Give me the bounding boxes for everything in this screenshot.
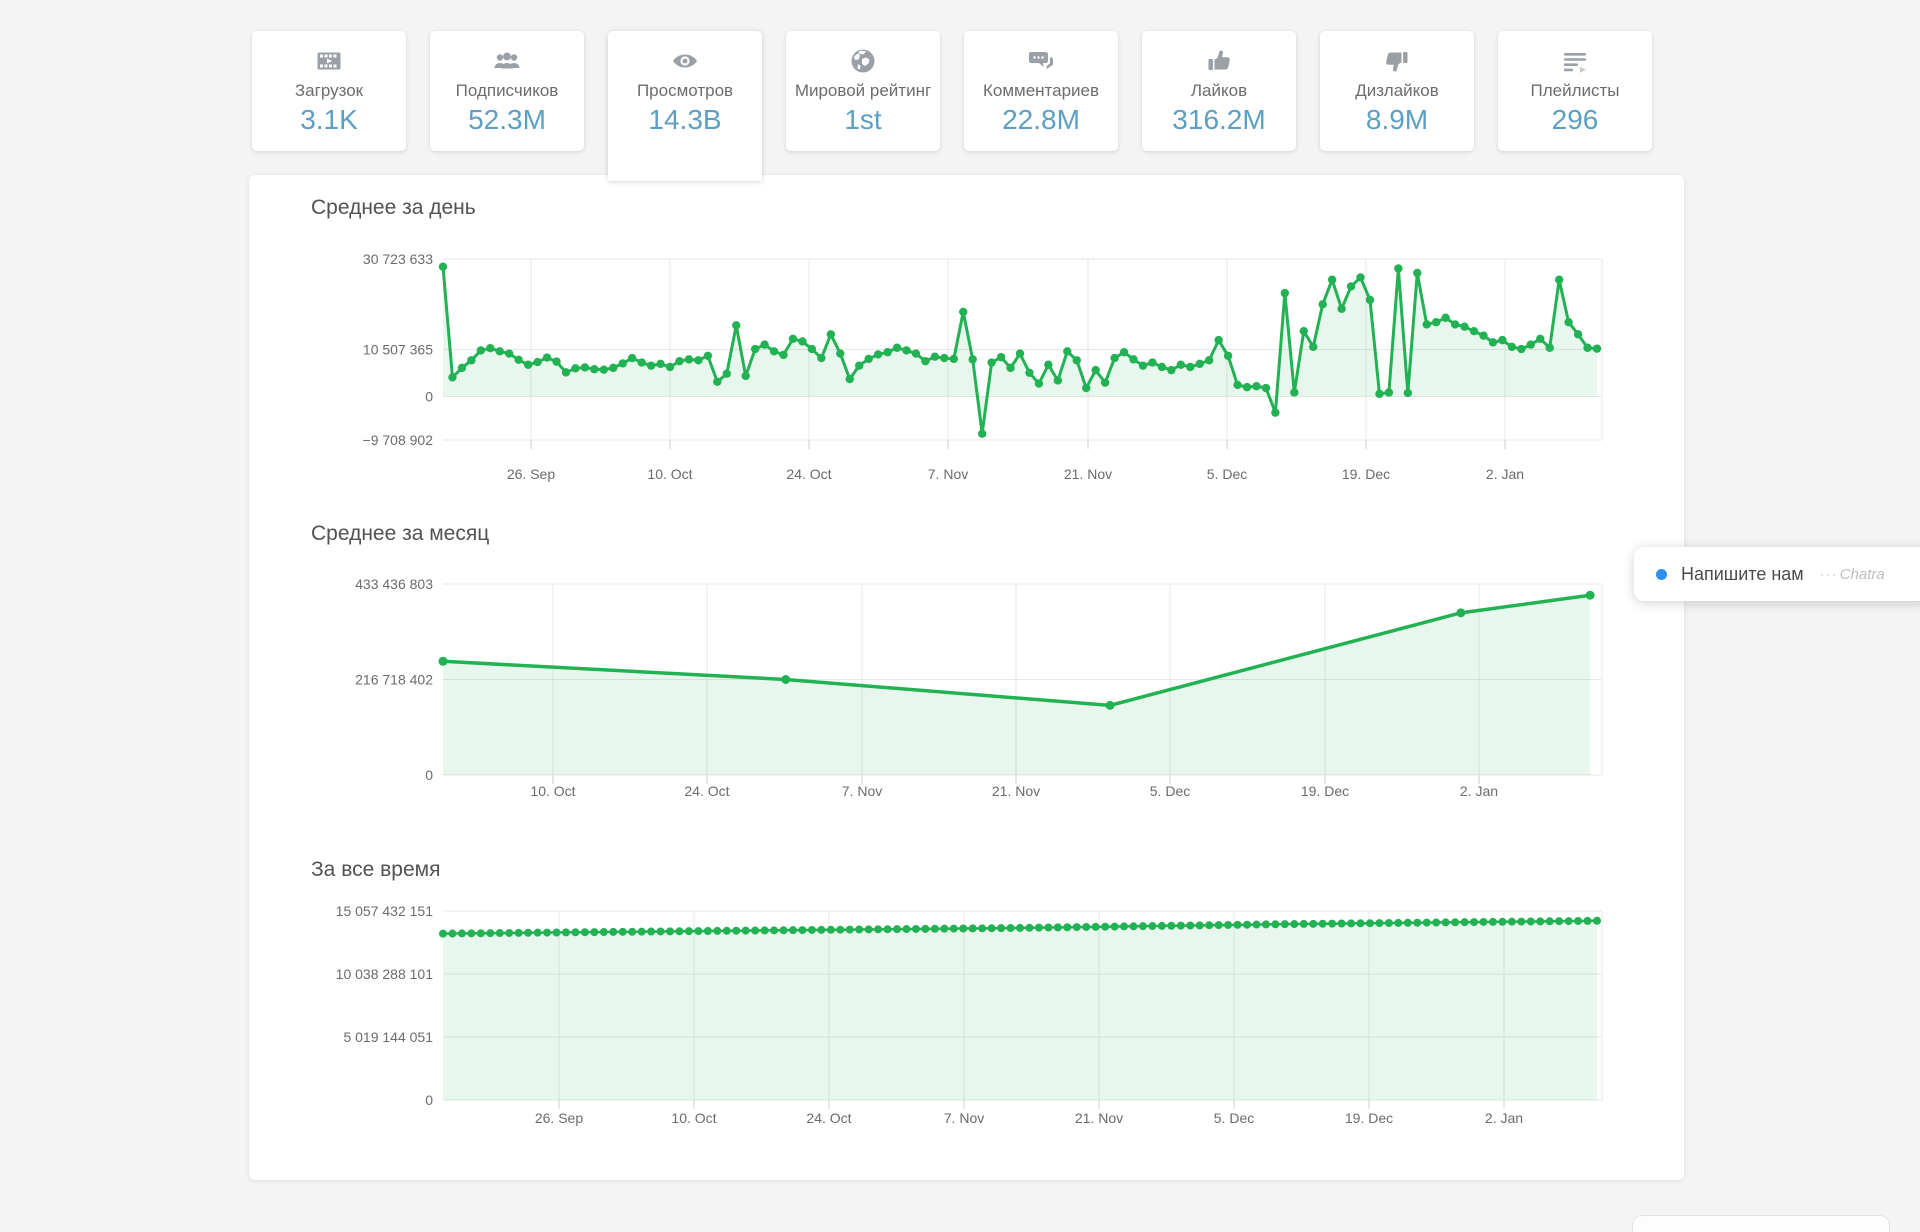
tab-uploads[interactable]: Загрузок 3.1K <box>252 31 406 151</box>
svg-text:24. Oct: 24. Oct <box>684 783 729 799</box>
svg-text:2. Jan: 2. Jan <box>1485 1110 1523 1126</box>
chatra-brand-label: ··· Chatra <box>1820 566 1885 583</box>
svg-text:10 507 365: 10 507 365 <box>363 342 433 358</box>
svg-text:10. Oct: 10. Oct <box>671 1110 716 1126</box>
film-icon <box>315 46 343 76</box>
chatra-dots-icon: ··· <box>1819 565 1838 583</box>
svg-text:433 436 803: 433 436 803 <box>355 576 433 592</box>
comments-icon <box>1027 46 1055 76</box>
svg-text:5 019 144 051: 5 019 144 051 <box>343 1029 433 1045</box>
svg-text:24. Oct: 24. Oct <box>806 1110 851 1126</box>
card-label: Просмотров <box>636 81 734 100</box>
svg-text:26. Sep: 26. Sep <box>535 1110 583 1126</box>
card-label: Комментариев <box>982 81 1100 100</box>
svg-text:0: 0 <box>425 1092 433 1108</box>
svg-text:30 723 633: 30 723 633 <box>363 251 433 267</box>
card-value: 296 <box>1551 104 1599 135</box>
card-label: Мировой рейтинг <box>794 81 932 100</box>
svg-text:24. Oct: 24. Oct <box>786 466 831 482</box>
svg-text:15 057 432 151: 15 057 432 151 <box>336 903 434 919</box>
chat-widget-button[interactable]: Напишите нам ··· Chatra <box>1634 547 1920 601</box>
tab-world-rank[interactable]: Мировой рейтинг 1st <box>786 31 940 151</box>
daily-average-chart-title: Среднее за день <box>311 196 476 219</box>
monthly-average-chart: 433 436 803 216 718 402 0 10. Oct 24. Oct 7. … <box>309 570 1609 810</box>
online-status-dot-icon <box>1656 568 1667 580</box>
svg-text:216 718 402: 216 718 402 <box>355 672 433 688</box>
card-value: 14.3B <box>648 104 722 135</box>
card-value: 22.8M <box>1002 104 1080 135</box>
svg-text:0: 0 <box>425 389 433 405</box>
all-time-chart: 15 057 432 151 10 038 288 101 5 019 144 05… <box>309 895 1609 1140</box>
svg-text:−9 708 902: −9 708 902 <box>363 432 434 448</box>
card-value: 8.9M <box>1365 104 1429 135</box>
card-label: Подписчиков <box>455 81 559 100</box>
svg-text:21. Nov: 21. Nov <box>1064 466 1112 482</box>
playlist-icon <box>1561 46 1589 76</box>
svg-text:2. Jan: 2. Jan <box>1486 466 1524 482</box>
svg-text:10 038 288 101: 10 038 288 101 <box>336 966 434 982</box>
svg-text:0: 0 <box>425 767 433 783</box>
card-label: Загрузок <box>294 81 364 100</box>
svg-text:2. Jan: 2. Jan <box>1460 783 1498 799</box>
svg-text:5. Dec: 5. Dec <box>1150 783 1190 799</box>
svg-text:7. Nov: 7. Nov <box>928 466 968 482</box>
tab-playlists[interactable]: Плейлисты 296 <box>1498 31 1652 151</box>
subscribers-icon <box>493 46 521 76</box>
card-value: 3.1K <box>300 104 358 135</box>
svg-text:10. Oct: 10. Oct <box>647 466 692 482</box>
svg-text:5. Dec: 5. Dec <box>1214 1110 1254 1126</box>
tab-subscribers[interactable]: Подписчиков 52.3M <box>430 31 584 151</box>
svg-text:21. Nov: 21. Nov <box>992 783 1040 799</box>
card-label: Лайков <box>1190 81 1248 100</box>
svg-text:19. Dec: 19. Dec <box>1301 783 1349 799</box>
eye-icon <box>671 46 699 76</box>
stats-tabs: Загрузок 3.1K Подписчиков 52.3M Просмотр… <box>252 31 1652 181</box>
card-label: Дизлайков <box>1355 81 1439 100</box>
chat-widget-collapsed-box[interactable] <box>1632 1215 1890 1232</box>
card-value: 1st <box>844 104 882 135</box>
views-detail-panel <box>249 175 1684 1180</box>
svg-text:21. Nov: 21. Nov <box>1075 1110 1123 1126</box>
tab-likes[interactable]: Лайков 316.2M <box>1142 31 1296 151</box>
tab-dislikes[interactable]: Дизлайков 8.9M <box>1320 31 1474 151</box>
svg-text:10. Oct: 10. Oct <box>530 783 575 799</box>
tab-views-selected[interactable]: Просмотров 14.3B <box>608 31 762 181</box>
svg-text:7. Nov: 7. Nov <box>944 1110 984 1126</box>
thumbs-up-icon <box>1205 46 1233 76</box>
svg-text:19. Dec: 19. Dec <box>1345 1110 1393 1126</box>
svg-text:7. Nov: 7. Nov <box>842 783 882 799</box>
svg-text:26. Sep: 26. Sep <box>507 466 555 482</box>
card-label: Плейлисты <box>1530 81 1620 100</box>
chat-widget-label: Напишите нам <box>1681 563 1804 584</box>
tab-comments[interactable]: Комментариев 22.8M <box>964 31 1118 151</box>
card-value: 52.3M <box>468 104 546 135</box>
svg-text:5. Dec: 5. Dec <box>1207 466 1247 482</box>
daily-average-chart: 30 723 633 10 507 365 0 −9 708 902 26. Sep 10… <box>309 245 1609 497</box>
chatra-brand-text: Chatra <box>1839 565 1885 583</box>
thumbs-down-icon <box>1383 46 1411 76</box>
svg-text:19. Dec: 19. Dec <box>1342 466 1390 482</box>
all-time-chart-title: За все время <box>311 858 441 881</box>
card-value: 316.2M <box>1172 104 1266 135</box>
globe-icon <box>849 46 877 76</box>
monthly-average-chart-title: Среднее за месяц <box>311 522 490 545</box>
